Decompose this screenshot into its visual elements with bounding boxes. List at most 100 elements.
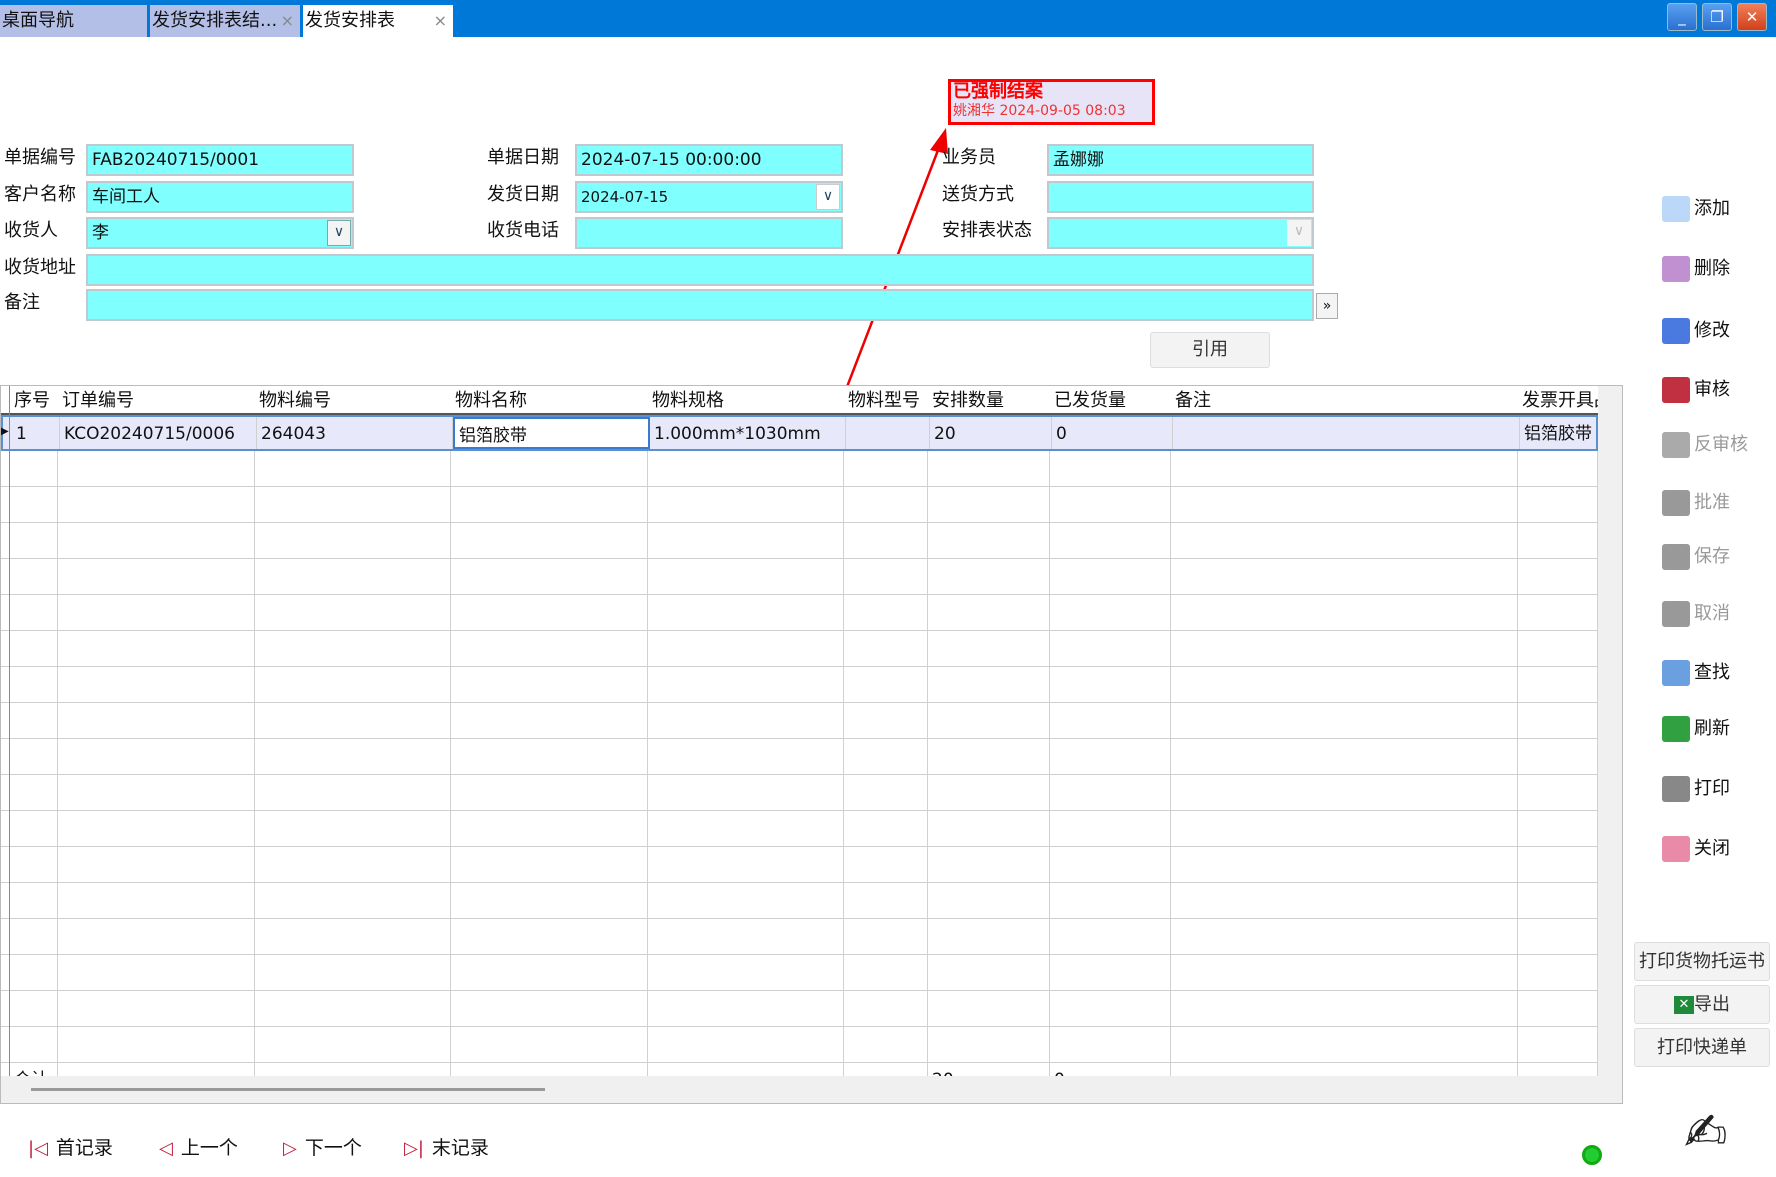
grid-cell[interactable] — [58, 595, 255, 630]
grid-cell[interactable] — [1050, 739, 1171, 774]
grid-cell[interactable] — [844, 1027, 928, 1062]
table-row[interactable] — [1, 523, 1598, 559]
grid-cell[interactable] — [451, 487, 648, 522]
print-express-button[interactable]: 打印快递单 — [1634, 1028, 1770, 1067]
grid-cell[interactable] — [648, 523, 844, 558]
column-header[interactable]: 物料型号 — [848, 390, 920, 411]
table-row[interactable] — [1, 919, 1598, 955]
last-record-button[interactable]: ▷| 末记录 — [404, 1134, 489, 1163]
grid-cell[interactable]: 264043 — [257, 417, 453, 449]
grid-cell[interactable] — [648, 883, 844, 918]
receiver-select[interactable]: 李 ∨ — [86, 217, 354, 249]
grid-cell[interactable] — [928, 811, 1050, 846]
close-icon[interactable]: × — [433, 11, 447, 30]
grid-cell[interactable] — [58, 487, 255, 522]
grid-cell[interactable] — [1173, 417, 1520, 449]
grid-cell[interactable] — [255, 487, 451, 522]
grid-cell[interactable] — [844, 775, 928, 810]
status-select[interactable]: ∨ — [1047, 217, 1314, 249]
grid-cell[interactable] — [1171, 739, 1518, 774]
column-header[interactable]: 订单编号 — [62, 390, 134, 411]
grid-cell[interactable] — [648, 1027, 844, 1062]
table-row[interactable] — [1, 883, 1598, 919]
grid-cell[interactable] — [451, 595, 648, 630]
grid-cell[interactable] — [1518, 847, 1598, 882]
grid-cell[interactable] — [58, 919, 255, 954]
table-row[interactable] — [1, 703, 1598, 739]
grid-cell[interactable] — [451, 631, 648, 666]
grid-cell[interactable] — [1171, 451, 1518, 486]
grid-cell[interactable] — [1171, 631, 1518, 666]
grid-cell[interactable] — [58, 991, 255, 1026]
toolbar-cancel-button[interactable]: 取消 — [1662, 596, 1772, 632]
grid-cell[interactable] — [844, 451, 928, 486]
chevron-down-icon[interactable]: ∨ — [327, 220, 351, 246]
grid-cell[interactable] — [255, 667, 451, 702]
grid-cell[interactable] — [1050, 523, 1171, 558]
grid-cell[interactable] — [928, 883, 1050, 918]
column-header[interactable]: 物料名称 — [455, 390, 527, 411]
ship-date-picker[interactable]: 2024-07-15 ∨ — [575, 181, 843, 213]
table-row[interactable] — [1, 847, 1598, 883]
grid-cell[interactable] — [10, 739, 58, 774]
grid-cell[interactable] — [648, 487, 844, 522]
grid-cell[interactable] — [1518, 703, 1598, 738]
column-header[interactable]: 安排数量 — [932, 390, 1004, 411]
grid-cell[interactable] — [928, 451, 1050, 486]
grid-cell[interactable] — [928, 667, 1050, 702]
grid-cell[interactable] — [451, 775, 648, 810]
grid-cell[interactable] — [1171, 1027, 1518, 1062]
grid-cell[interactable] — [451, 703, 648, 738]
grid-cell[interactable] — [10, 1027, 58, 1062]
grid-cell[interactable]: 1.000mm*1030mm — [650, 417, 846, 449]
grid-cell[interactable] — [1050, 595, 1171, 630]
grid-cell[interactable] — [58, 451, 255, 486]
grid-cell[interactable] — [255, 991, 451, 1026]
grid-cell[interactable] — [1050, 955, 1171, 990]
table-row[interactable] — [1, 1027, 1598, 1063]
grid-cell[interactable] — [58, 883, 255, 918]
grid-cell[interactable] — [58, 775, 255, 810]
grid-cell[interactable] — [10, 631, 58, 666]
grid-cell[interactable] — [1518, 631, 1598, 666]
grid-cell[interactable] — [451, 955, 648, 990]
grid-cell[interactable] — [844, 919, 928, 954]
grid-cell[interactable] — [928, 559, 1050, 594]
grid-cell[interactable] — [844, 559, 928, 594]
grid-cell[interactable] — [1518, 955, 1598, 990]
grid-cell[interactable] — [451, 559, 648, 594]
grid-cell[interactable] — [648, 991, 844, 1026]
grid-cell[interactable] — [844, 631, 928, 666]
grid-cell[interactable] — [1171, 523, 1518, 558]
grid-cell[interactable] — [58, 523, 255, 558]
toolbar-document-button[interactable]: 添加 — [1662, 191, 1772, 227]
horizontal-scrollbar[interactable] — [1, 1076, 1598, 1103]
grid-cell[interactable]: 0 — [1052, 417, 1173, 449]
grid-cell[interactable] — [844, 487, 928, 522]
toolbar-printer-button[interactable]: 打印 — [1662, 771, 1772, 807]
column-header[interactable]: 物料规格 — [652, 390, 724, 411]
tab-desktop-nav[interactable]: 桌面导航 — [0, 5, 147, 37]
grid-cell[interactable] — [648, 595, 844, 630]
first-record-button[interactable]: |◁ 首记录 — [28, 1134, 113, 1163]
grid-cell[interactable] — [648, 631, 844, 666]
grid-cell[interactable]: KCO20240715/0006 — [60, 417, 257, 449]
grid-cell[interactable] — [1050, 919, 1171, 954]
restore-button[interactable]: ❐ — [1702, 3, 1732, 31]
grid-cell[interactable] — [255, 559, 451, 594]
grid-cell[interactable] — [1518, 739, 1598, 774]
grid-cell[interactable] — [255, 631, 451, 666]
grid-cell[interactable] — [451, 667, 648, 702]
grid-cell[interactable] — [1518, 523, 1598, 558]
grid-cell[interactable]: 20 — [930, 417, 1052, 449]
prev-record-button[interactable]: ◁ 上一个 — [159, 1134, 238, 1163]
grid-cell[interactable] — [451, 919, 648, 954]
grid-cell[interactable] — [648, 955, 844, 990]
grid-cell[interactable] — [58, 847, 255, 882]
column-header[interactable]: 物料编号 — [259, 390, 331, 411]
grid-cell[interactable] — [928, 739, 1050, 774]
grid-cell[interactable] — [255, 847, 451, 882]
grid-cell[interactable] — [1171, 955, 1518, 990]
grid-cell[interactable] — [255, 775, 451, 810]
grid-cell[interactable] — [1518, 883, 1598, 918]
